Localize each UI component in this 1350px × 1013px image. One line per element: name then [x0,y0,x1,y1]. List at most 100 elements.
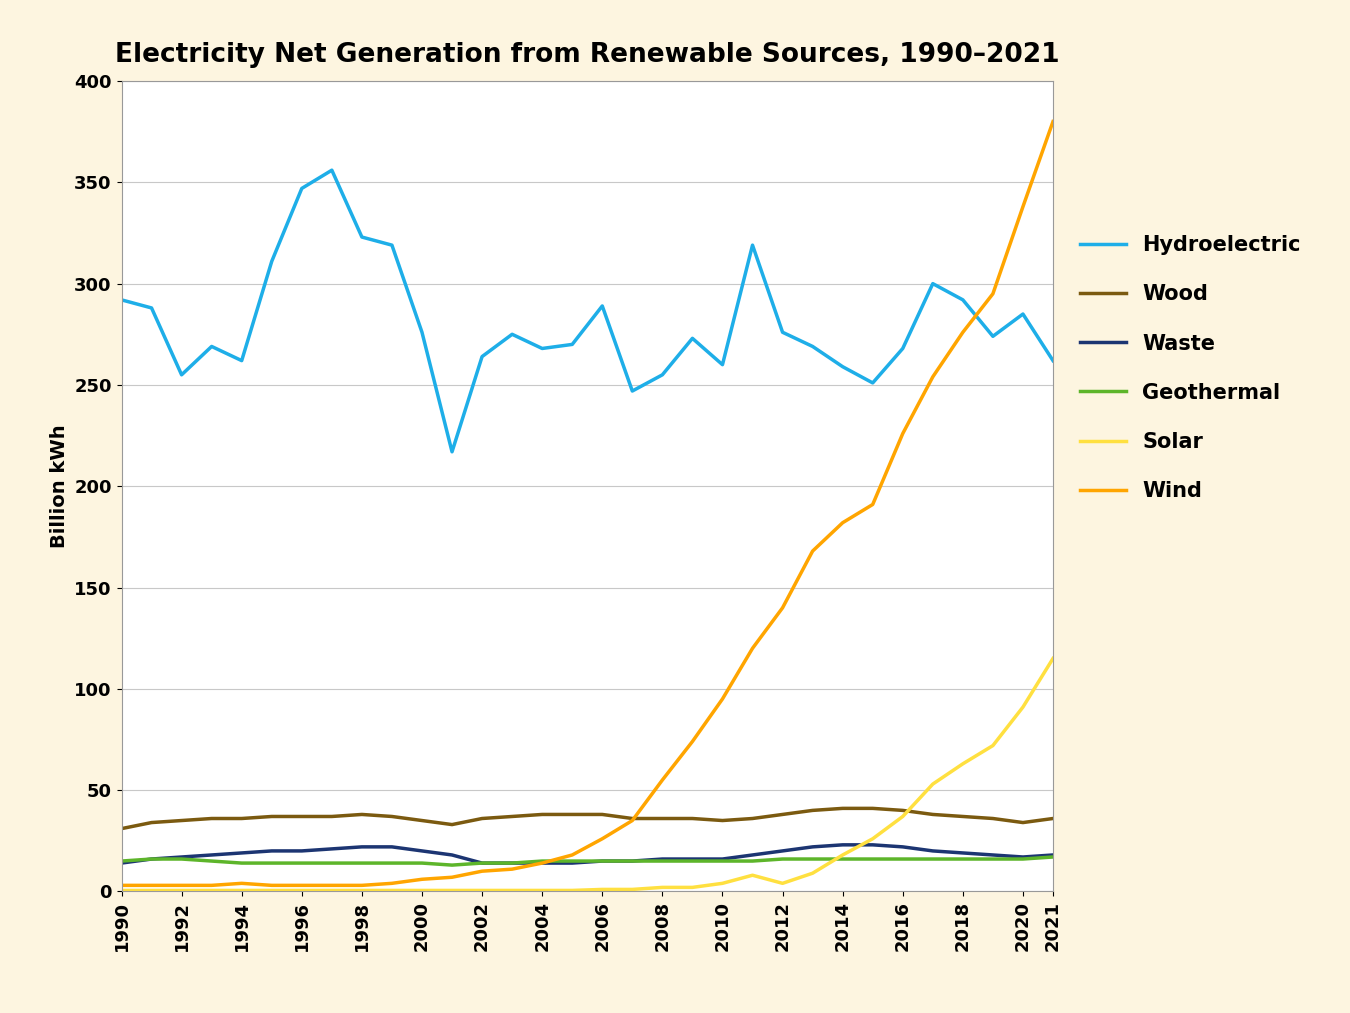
Geothermal [714,855,730,867]
Hydroelectric [834,361,850,373]
Hydroelectric [143,302,159,314]
Wind [113,879,130,891]
Geothermal [204,855,220,867]
Wood [594,808,610,821]
Solar [414,884,431,897]
Hydroelectric [684,332,701,344]
Waste [113,857,130,869]
Wind [624,814,640,827]
Geothermal [834,853,850,865]
Hydroelectric [925,278,941,290]
Waste [234,847,250,859]
Wind [834,517,850,529]
Solar [624,883,640,895]
Hydroelectric [594,300,610,312]
Wood [834,802,850,814]
Solar [383,884,400,897]
Geothermal [984,853,1000,865]
Wood [504,810,520,823]
Geothermal [954,853,971,865]
Hydroelectric [383,239,400,251]
Wind [444,871,460,883]
Geothermal [655,855,671,867]
Wind [383,877,400,889]
Wood [294,810,310,823]
Waste [775,845,791,857]
Hydroelectric [113,294,130,306]
Wind [744,642,760,654]
Hydroelectric [655,369,671,381]
Wood [383,810,400,823]
Waste [414,845,431,857]
Wind [925,371,941,383]
Geothermal [143,853,159,865]
Waste [805,841,821,853]
Solar [684,881,701,893]
Waste [564,857,580,869]
Wood [895,804,911,816]
Solar [984,739,1000,752]
Solar [535,884,551,897]
Geothermal [805,853,821,865]
Solar [474,884,490,897]
Hydroelectric [474,350,490,363]
Geothermal [535,855,551,867]
Line: Wood: Wood [122,808,1053,829]
Solar [354,884,370,897]
Wood [655,812,671,825]
Hydroelectric [564,338,580,350]
Wood [414,814,431,827]
Solar [444,884,460,897]
Waste [294,845,310,857]
Waste [383,841,400,853]
Geothermal [444,859,460,871]
Wind [263,879,279,891]
Wind [895,427,911,440]
Wind [1015,201,1031,213]
Wood [354,808,370,821]
Solar [925,778,941,790]
Geothermal [594,855,610,867]
Wood [263,810,279,823]
Waste [984,849,1000,861]
Waste [655,853,671,865]
Solar [954,758,971,770]
Waste [925,845,941,857]
Geothermal [294,857,310,869]
Hydroelectric [234,355,250,367]
Wind [234,877,250,889]
Wind [414,873,431,885]
Wind [564,849,580,861]
Waste [174,851,190,863]
Wood [535,808,551,821]
Waste [504,857,520,869]
Solar [594,883,610,895]
Solar [234,884,250,897]
Wood [1045,812,1061,825]
Wind [1045,115,1061,128]
Waste [744,849,760,861]
Waste [714,853,730,865]
Waste [895,841,911,853]
Wind [594,833,610,845]
Hydroelectric [714,359,730,371]
Hydroelectric [354,231,370,243]
Solar [504,884,520,897]
Line: Solar: Solar [122,658,1053,890]
Waste [263,845,279,857]
Wind [204,879,220,891]
Wood [564,808,580,821]
Waste [444,849,460,861]
Waste [143,853,159,865]
Hydroelectric [204,340,220,353]
Geothermal [925,853,941,865]
Geothermal [1015,853,1031,865]
Waste [864,839,880,851]
Waste [535,857,551,869]
Solar [174,884,190,897]
Solar [655,881,671,893]
Solar [1045,652,1061,665]
Waste [1045,849,1061,861]
Waste [624,855,640,867]
Solar [263,884,279,897]
